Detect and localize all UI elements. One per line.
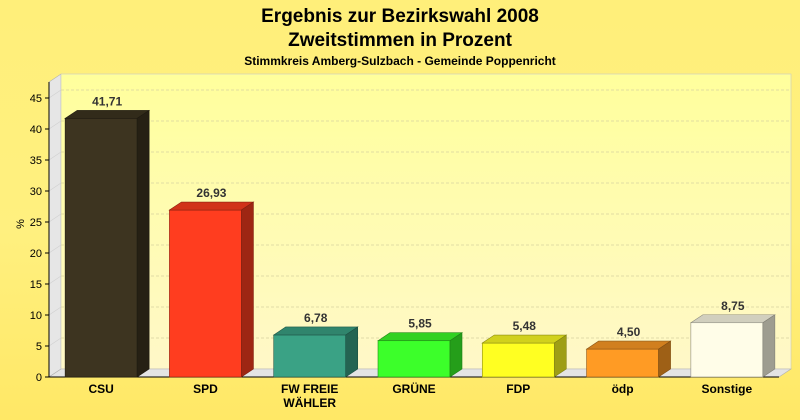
data-label: 5,85 bbox=[408, 317, 432, 331]
bar-front bbox=[377, 340, 451, 378]
bar-front bbox=[690, 322, 764, 378]
y-tick-label: 5 bbox=[36, 341, 42, 353]
y-tick-label: 20 bbox=[30, 248, 42, 260]
data-label: 8,75 bbox=[721, 299, 745, 313]
bar bbox=[272, 326, 359, 378]
grid-line bbox=[48, 306, 62, 316]
bar-side bbox=[241, 201, 254, 378]
data-label: 4,50 bbox=[617, 325, 641, 339]
bar-side bbox=[658, 340, 671, 378]
bar-front bbox=[64, 118, 138, 378]
y-tick-label: 40 bbox=[30, 124, 42, 136]
bar-side bbox=[136, 109, 150, 378]
bar bbox=[585, 340, 672, 378]
x-tick-label: FDP bbox=[506, 382, 530, 396]
y-tick-label: 25 bbox=[30, 217, 42, 229]
bar-top bbox=[689, 314, 776, 324]
grid-line bbox=[48, 275, 62, 285]
bar bbox=[377, 332, 463, 378]
plot-left-wall bbox=[48, 73, 62, 378]
grid-line bbox=[48, 213, 62, 223]
grid-line bbox=[48, 151, 62, 161]
grid-line bbox=[48, 244, 62, 254]
bar-side bbox=[553, 334, 567, 378]
x-tick-label: WÄHLER bbox=[283, 395, 336, 410]
bar-top bbox=[377, 332, 463, 342]
data-label: 26,93 bbox=[196, 186, 226, 200]
bar bbox=[689, 314, 776, 378]
bar-top bbox=[481, 334, 568, 344]
x-tick-label: SPD bbox=[193, 382, 218, 396]
grid-line bbox=[48, 337, 62, 347]
bar-side bbox=[345, 326, 359, 378]
bar-front bbox=[169, 209, 242, 378]
x-tick-label: ödp bbox=[612, 382, 634, 396]
bar-side bbox=[449, 332, 463, 378]
chart-subtitle: Zweitstimmen in Prozent bbox=[288, 30, 512, 51]
chart-subtitle-location: Stimmkreis Amberg-Sulzbach - Gemeinde Po… bbox=[244, 54, 556, 68]
chart-title: Ergebnis zur Bezirkswahl 2008 bbox=[261, 6, 539, 27]
y-tick-label: 35 bbox=[30, 155, 42, 167]
bar-top bbox=[168, 201, 255, 211]
x-tick-label: Sonstige bbox=[702, 382, 753, 396]
x-tick-label: FW FREIE bbox=[281, 382, 338, 396]
grid-line bbox=[48, 182, 62, 192]
y-tick-label: 30 bbox=[30, 186, 42, 198]
data-label: 6,78 bbox=[304, 311, 328, 325]
bar bbox=[168, 201, 255, 378]
y-axis-label: % bbox=[15, 219, 27, 229]
y-tick-label: 15 bbox=[30, 279, 42, 291]
bar-top bbox=[64, 110, 151, 119]
bar bbox=[481, 334, 568, 378]
y-tick-label: 0 bbox=[36, 372, 42, 384]
grid-line bbox=[48, 89, 62, 99]
y-tick-label: 45 bbox=[30, 93, 42, 105]
y-tick-label: 10 bbox=[30, 310, 42, 322]
bar-front bbox=[481, 342, 555, 378]
data-label: 41,71 bbox=[92, 94, 122, 108]
bar-side bbox=[762, 314, 776, 378]
x-tick-label: GRÜNE bbox=[392, 381, 435, 396]
grid-line bbox=[48, 120, 62, 130]
bar-top bbox=[585, 340, 672, 350]
bar-front bbox=[273, 334, 347, 378]
bar-top bbox=[272, 326, 359, 336]
bar-front bbox=[586, 348, 659, 378]
x-tick-label: CSU bbox=[88, 382, 113, 396]
data-label: 5,48 bbox=[513, 319, 537, 333]
bars bbox=[64, 109, 776, 378]
bar bbox=[64, 109, 151, 378]
